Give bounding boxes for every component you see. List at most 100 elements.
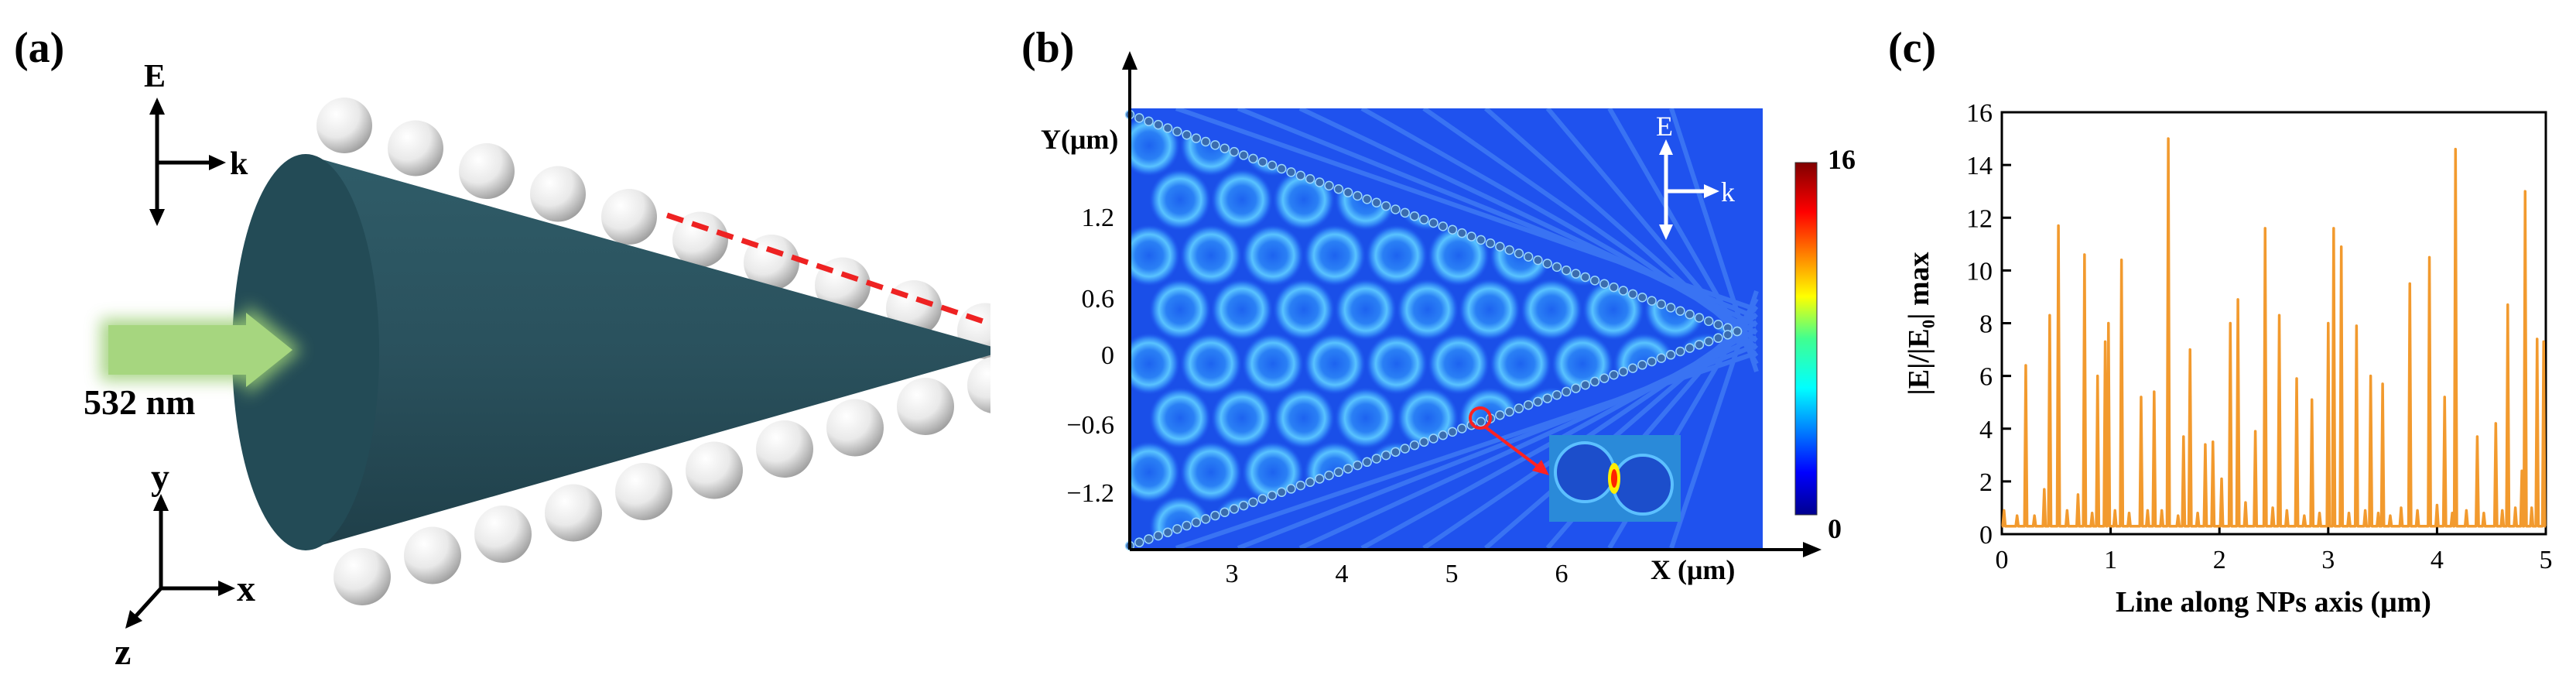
nanoparticle-dot — [1514, 248, 1524, 259]
nanoparticle-dot — [1144, 534, 1154, 544]
y-tick-label: 16 — [1966, 99, 1993, 128]
y-tick-label: 6 — [1979, 363, 1993, 392]
field-ring — [1366, 224, 1428, 286]
nanoparticle-dot — [1675, 346, 1685, 357]
cone-base — [232, 154, 379, 550]
nanoparticle-dot — [1134, 537, 1144, 547]
y-tick-label: 2 — [1979, 468, 1993, 497]
nanoparticle-dot — [1476, 416, 1486, 427]
field-ring — [1304, 333, 1366, 395]
y-tick-label: 0 — [1101, 341, 1114, 370]
nanoparticle-dot — [1542, 393, 1552, 403]
field-ring — [1490, 333, 1551, 395]
nanoparticle-dot — [1200, 514, 1211, 524]
nanoparticle-dot — [1637, 293, 1647, 303]
nanoparticle-dot — [1182, 130, 1192, 140]
x-axis-title-c: Line along NPs axis (μm) — [2116, 586, 2431, 619]
nanoparticle-dot — [1210, 510, 1220, 521]
field-ripple — [1607, 108, 1759, 365]
e-field-label-b: E — [1656, 111, 1673, 142]
nanoparticle-sphere — [967, 356, 1025, 414]
panel-a: (a) E k 532 nm — [0, 0, 1031, 678]
field-ring — [1211, 279, 1273, 341]
xyz-axes: y x z — [115, 457, 255, 673]
nanoparticle-dot — [1305, 477, 1315, 488]
nanoparticle-dot — [1675, 306, 1685, 316]
field-ripple — [1298, 335, 1758, 548]
field-ring — [1335, 279, 1397, 341]
field-ring — [1273, 279, 1335, 341]
y-axis-title: Y(μm) — [1041, 124, 1118, 155]
field-ripple — [1422, 108, 1758, 343]
field-ripple — [1669, 290, 1759, 548]
nanoparticle-dot — [1561, 266, 1572, 276]
incident-light-arrow: 532 nm — [84, 303, 302, 422]
nanoparticle-dot — [1647, 296, 1657, 306]
field-ring — [1180, 441, 1242, 503]
nanoparticle-sphere — [756, 420, 813, 478]
inset-pointer-arrow-icon — [1532, 460, 1549, 475]
cone-body — [306, 155, 1006, 550]
schematic-svg: (a) E k 532 nm — [14, 24, 1031, 673]
nanoparticle-dot — [1571, 383, 1581, 393]
y-tick-label: 12 — [1966, 204, 1993, 233]
nanoparticle-sphere — [316, 98, 372, 153]
nanoparticle-dot — [1295, 170, 1306, 180]
nanoparticle-dot — [1391, 447, 1401, 458]
nanoparticle-dot — [1333, 184, 1344, 194]
nanoparticle-dot — [1551, 389, 1562, 400]
nanoparticle-dot — [1191, 517, 1202, 527]
sphere-row-bottom — [334, 356, 1025, 605]
field-ring — [1273, 387, 1335, 449]
field-ripple — [1175, 108, 1757, 312]
nanoparticle-dot — [1380, 450, 1391, 461]
nanoparticle-dot — [1172, 524, 1182, 534]
colorbar — [1794, 162, 1818, 516]
e-arrow-up-icon — [149, 98, 165, 115]
y-tick-label: −0.6 — [1066, 411, 1114, 440]
nanoparticle-dot — [1533, 396, 1543, 407]
x-ticks: 0 1 2 3 4 5 — [1996, 525, 2553, 574]
nanoparticle-dot — [1694, 340, 1705, 350]
y-tick-label: 10 — [1966, 257, 1993, 286]
y-tick-label: 0.6 — [1082, 285, 1115, 314]
nanoparticle-dot — [1134, 113, 1144, 123]
nanoparticle-dot — [1589, 376, 1600, 387]
y-axis-title-c: |E|/|E₀| max — [1903, 252, 1935, 395]
panel-a-label: (a) — [14, 24, 64, 72]
nanoparticle-dot — [1457, 228, 1467, 238]
field-ripple — [1669, 108, 1759, 372]
nanoparticle-sphere — [744, 235, 799, 290]
colorbar-min-label: 0 — [1828, 513, 1842, 544]
field-ripple — [1360, 108, 1758, 335]
field-ring — [1459, 279, 1521, 341]
nanoparticle-dot — [1238, 150, 1249, 160]
nanoparticle-dot — [1476, 235, 1486, 245]
nanoparticle-dot — [1172, 126, 1182, 137]
nanoparticle-dot — [1447, 427, 1458, 437]
nanoparticle-dot — [1324, 470, 1334, 481]
nanoparticle-dot — [1466, 231, 1476, 242]
nanoparticle-dot — [1637, 360, 1647, 370]
nanoparticle-sphere — [615, 463, 672, 520]
field-ring — [1242, 224, 1304, 286]
nanoparticle-dot — [1495, 410, 1505, 420]
nanoparticle-dot — [1504, 245, 1514, 255]
k-arrow-icon — [209, 155, 226, 170]
x-tick-label: 5 — [2540, 546, 2553, 574]
field-ripple — [1237, 108, 1758, 320]
x-tick-label: 6 — [1555, 560, 1569, 588]
nanoparticle-dot — [1257, 494, 1267, 504]
y-tick-label: 1.2 — [1082, 204, 1115, 232]
wavelength-label: 532 nm — [84, 382, 195, 422]
nanoparticle-sphere — [530, 166, 586, 222]
nanoparticle-dot — [1514, 403, 1524, 413]
np-axis-dashed-line — [665, 212, 1031, 340]
panel-b-label: (b) — [1021, 24, 1074, 72]
field-ripple — [1175, 351, 1757, 548]
nanoparticle-dot — [1533, 255, 1543, 266]
nanoparticle-dot — [1656, 353, 1667, 363]
y-tick-labels: 1.2 0.6 0 −0.6 −1.2 — [1066, 204, 1114, 508]
nanoparticle-dot — [1362, 194, 1372, 204]
nanoparticle-dot — [1333, 467, 1344, 478]
